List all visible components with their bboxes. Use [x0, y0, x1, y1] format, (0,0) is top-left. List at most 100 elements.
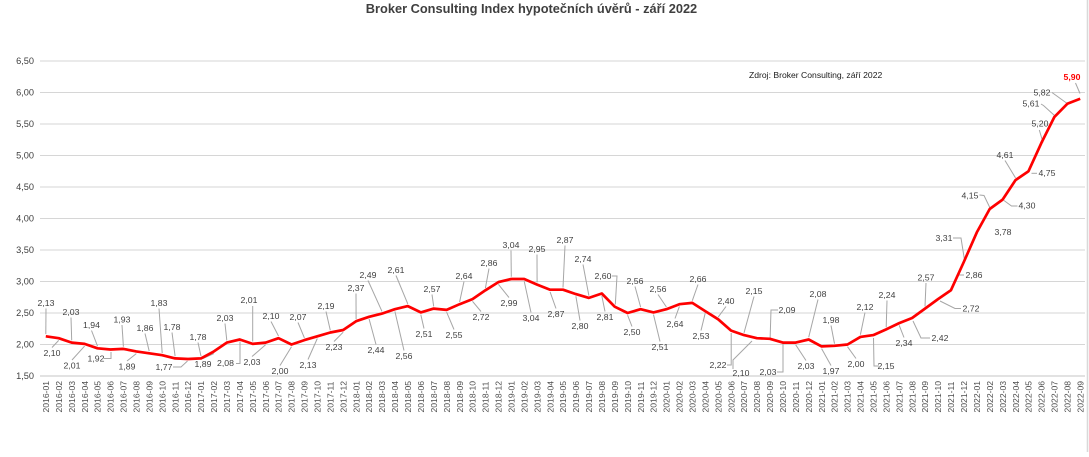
svg-text:5,90: 5,90 [1064, 72, 1081, 82]
svg-text:2016-02: 2016-02 [54, 381, 64, 413]
svg-text:2021-12: 2021-12 [959, 381, 969, 413]
svg-text:2,50: 2,50 [16, 308, 34, 318]
svg-text:2020-01: 2020-01 [662, 381, 672, 413]
svg-text:2,56: 2,56 [627, 276, 644, 286]
svg-text:2016-07: 2016-07 [119, 381, 129, 413]
svg-text:3,50: 3,50 [16, 245, 34, 255]
svg-text:2016-11: 2016-11 [170, 381, 180, 412]
svg-text:2,95: 2,95 [529, 244, 546, 254]
svg-text:2020-05: 2020-05 [713, 381, 723, 413]
svg-text:2020-12: 2020-12 [804, 381, 814, 413]
svg-text:4,61: 4,61 [997, 150, 1014, 160]
svg-text:1,98: 1,98 [823, 315, 840, 325]
svg-text:2018-03: 2018-03 [377, 381, 387, 413]
svg-text:2,13: 2,13 [38, 298, 55, 308]
svg-text:3,04: 3,04 [503, 240, 520, 250]
svg-text:3,31: 3,31 [936, 233, 953, 243]
svg-text:2,87: 2,87 [548, 309, 565, 319]
svg-text:2,37: 2,37 [348, 283, 365, 293]
svg-text:2,51: 2,51 [416, 329, 433, 339]
svg-text:2022-01: 2022-01 [972, 381, 982, 413]
svg-text:2,15: 2,15 [746, 286, 763, 296]
svg-text:2019-04: 2019-04 [545, 381, 555, 413]
svg-text:4,50: 4,50 [16, 182, 34, 192]
svg-text:2,03: 2,03 [63, 307, 80, 317]
svg-text:2016-01: 2016-01 [41, 381, 51, 413]
svg-text:2021-07: 2021-07 [894, 381, 904, 413]
svg-text:2019-11: 2019-11 [636, 381, 646, 412]
svg-text:2017-05: 2017-05 [248, 381, 258, 413]
svg-text:2021-04: 2021-04 [856, 381, 866, 413]
svg-text:6,50: 6,50 [16, 56, 34, 66]
svg-text:2,50: 2,50 [624, 327, 641, 337]
svg-text:1,83: 1,83 [151, 298, 168, 308]
svg-text:2,80: 2,80 [572, 321, 589, 331]
svg-text:2,03: 2,03 [760, 367, 777, 377]
svg-text:2,49: 2,49 [360, 270, 377, 280]
svg-text:4,15: 4,15 [962, 191, 979, 201]
svg-text:2021-03: 2021-03 [843, 381, 853, 413]
svg-text:2,00: 2,00 [16, 340, 34, 350]
svg-text:2,34: 2,34 [896, 338, 913, 348]
svg-text:2020-08: 2020-08 [752, 381, 762, 413]
svg-text:2,15: 2,15 [878, 361, 895, 371]
svg-text:2020-04: 2020-04 [700, 381, 710, 413]
svg-text:Broker Consulting Index hypote: Broker Consulting Index hypotečních úvěr… [366, 1, 697, 16]
svg-text:2,08: 2,08 [810, 289, 827, 299]
svg-text:2019-07: 2019-07 [584, 381, 594, 413]
svg-text:2021-01: 2021-01 [817, 381, 827, 413]
svg-text:2016-09: 2016-09 [144, 381, 154, 413]
svg-text:2,87: 2,87 [557, 235, 574, 245]
svg-text:2,86: 2,86 [966, 270, 983, 280]
svg-text:2022-06: 2022-06 [1037, 381, 1047, 413]
svg-text:1,97: 1,97 [823, 366, 840, 376]
svg-text:2017-12: 2017-12 [338, 381, 348, 413]
svg-text:2022-04: 2022-04 [1011, 381, 1021, 413]
svg-text:2018-01: 2018-01 [351, 381, 361, 413]
svg-text:2019-12: 2019-12 [649, 381, 659, 413]
svg-text:4,75: 4,75 [1039, 168, 1056, 178]
svg-text:2019-08: 2019-08 [597, 381, 607, 413]
svg-text:2020-11: 2020-11 [791, 381, 801, 412]
svg-text:2,00: 2,00 [848, 359, 865, 369]
svg-text:2,10: 2,10 [733, 368, 750, 378]
svg-text:2,09: 2,09 [779, 305, 796, 315]
svg-text:1,86: 1,86 [137, 323, 154, 333]
svg-text:2,55: 2,55 [446, 330, 463, 340]
svg-text:6,00: 6,00 [16, 88, 34, 98]
svg-text:2022-07: 2022-07 [1050, 381, 1060, 413]
svg-text:2022-08: 2022-08 [1063, 381, 1073, 413]
svg-text:2018-02: 2018-02 [364, 381, 374, 413]
svg-text:2019-01: 2019-01 [507, 381, 517, 413]
svg-text:3,78: 3,78 [995, 227, 1012, 237]
svg-text:2,44: 2,44 [368, 345, 385, 355]
svg-text:1,94: 1,94 [83, 320, 100, 330]
svg-text:2017-04: 2017-04 [235, 381, 245, 413]
svg-text:2017-09: 2017-09 [300, 381, 310, 413]
svg-text:1,89: 1,89 [195, 359, 212, 369]
svg-text:2020-06: 2020-06 [726, 381, 736, 413]
svg-text:2020-03: 2020-03 [688, 381, 698, 413]
svg-text:5,50: 5,50 [16, 119, 34, 129]
svg-text:2,64: 2,64 [456, 271, 473, 281]
svg-text:2021-09: 2021-09 [920, 381, 930, 413]
svg-text:2019-02: 2019-02 [519, 381, 529, 413]
svg-text:2,72: 2,72 [963, 304, 980, 314]
svg-text:5,82: 5,82 [1034, 88, 1051, 98]
svg-text:2018-06: 2018-06 [416, 381, 426, 413]
svg-text:4,00: 4,00 [16, 214, 34, 224]
svg-text:2016-05: 2016-05 [93, 381, 103, 413]
svg-text:2016-08: 2016-08 [132, 381, 142, 413]
svg-text:4,30: 4,30 [1019, 201, 1036, 211]
svg-text:2022-05: 2022-05 [1024, 381, 1034, 413]
svg-text:1,77: 1,77 [156, 362, 173, 372]
svg-text:2,22: 2,22 [710, 360, 727, 370]
svg-text:2019-10: 2019-10 [623, 381, 633, 413]
svg-text:2018-08: 2018-08 [442, 381, 452, 413]
svg-text:2,01: 2,01 [241, 295, 258, 305]
svg-text:2,07: 2,07 [290, 312, 307, 322]
svg-text:2,01: 2,01 [64, 361, 81, 371]
svg-text:2,12: 2,12 [857, 302, 874, 312]
svg-text:2018-04: 2018-04 [390, 381, 400, 413]
svg-text:2022-02: 2022-02 [985, 381, 995, 413]
